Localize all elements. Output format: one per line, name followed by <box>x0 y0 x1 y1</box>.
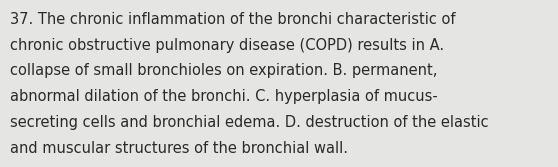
Text: 37. The chronic inflammation of the bronchi characteristic of: 37. The chronic inflammation of the bron… <box>10 12 455 27</box>
Text: secreting cells and bronchial edema. D. destruction of the elastic: secreting cells and bronchial edema. D. … <box>10 115 489 130</box>
Text: chronic obstructive pulmonary disease (COPD) results in A.: chronic obstructive pulmonary disease (C… <box>10 38 444 53</box>
Text: and muscular structures of the bronchial wall.: and muscular structures of the bronchial… <box>10 141 348 156</box>
Text: collapse of small bronchioles on expiration. B. permanent,: collapse of small bronchioles on expirat… <box>10 63 437 78</box>
Text: abnormal dilation of the bronchi. C. hyperplasia of mucus-: abnormal dilation of the bronchi. C. hyp… <box>10 89 438 104</box>
